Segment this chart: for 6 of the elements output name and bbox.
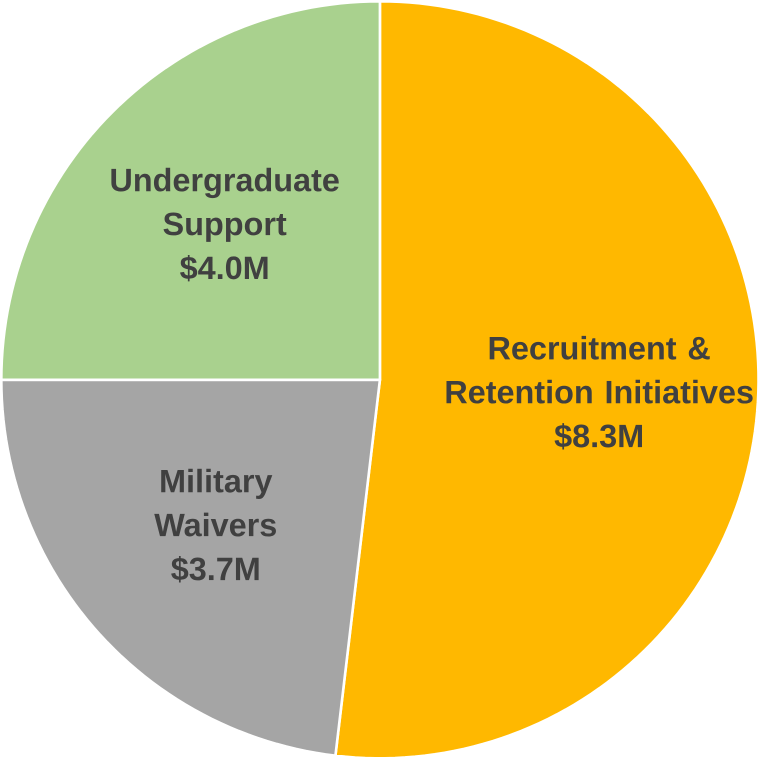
data-label: $8.3M — [554, 423, 642, 450]
slice-label: Undergraduate Support — [111, 168, 339, 242]
data-label: $3.7M — [171, 556, 259, 583]
slice-label: Recruitment & Retention Initiatives — [446, 336, 753, 404]
data-label: $4.0M — [180, 255, 268, 282]
slice-label: Military Waivers — [154, 468, 276, 537]
